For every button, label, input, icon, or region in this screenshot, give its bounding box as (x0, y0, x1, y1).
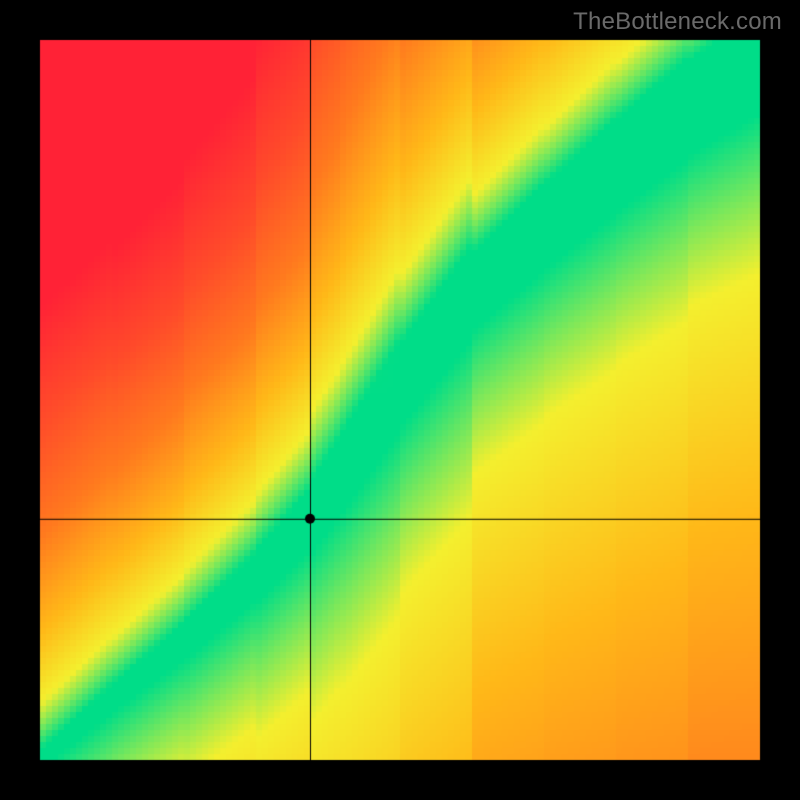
watermark-text: TheBottleneck.com (573, 8, 782, 36)
bottleneck-heatmap (0, 0, 800, 800)
